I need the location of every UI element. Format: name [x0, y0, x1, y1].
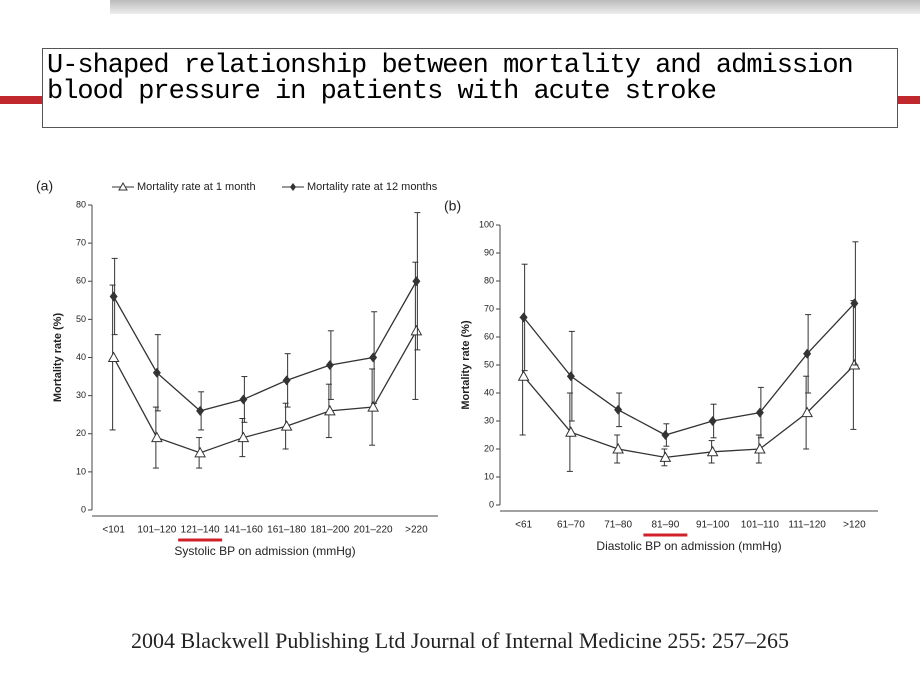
marker — [194, 446, 206, 458]
marker — [519, 312, 528, 323]
y-tick-label: 40 — [76, 352, 86, 362]
marker — [708, 416, 717, 426]
marker — [282, 375, 291, 386]
x-tick-label: 201–220 — [354, 525, 393, 536]
accent-line — [897, 96, 920, 104]
x-tick-label: 161–180 — [267, 525, 306, 536]
y-axis-label: Mortality rate (%) — [460, 320, 472, 410]
marker — [152, 367, 161, 378]
y-tick-label: 80 — [484, 275, 494, 285]
x-tick-label: 61–70 — [557, 520, 585, 531]
x-tick-label: 71–80 — [604, 520, 632, 531]
x-axis-label: Diastolic BP on admission (mmHg) — [596, 539, 781, 553]
marker — [754, 442, 766, 454]
panel-label: (a) — [36, 178, 53, 194]
marker — [325, 360, 334, 371]
x-tick-label: >220 — [405, 525, 428, 536]
x-tick-label: 181–200 — [310, 525, 349, 536]
x-tick-label: 101–110 — [741, 520, 780, 531]
x-axis-label: Systolic BP on admission (mmHg) — [174, 544, 355, 558]
y-tick-label: 30 — [76, 390, 86, 400]
x-tick-label: 91–100 — [696, 520, 730, 531]
legend-marker — [118, 181, 128, 191]
marker — [367, 401, 379, 412]
marker — [803, 348, 812, 359]
x-tick-label: <61 — [515, 520, 532, 531]
x-tick-label: <101 — [102, 525, 125, 536]
y-tick-label: 40 — [484, 387, 494, 397]
marker — [196, 405, 205, 416]
legend-marker — [290, 183, 296, 191]
marker — [706, 445, 719, 457]
marker — [324, 404, 336, 416]
marker — [661, 430, 670, 440]
marker — [410, 324, 423, 336]
x-tick-label: 81–90 — [651, 520, 679, 531]
legend-label: Mortality rate at 12 months — [307, 181, 438, 193]
series-line — [113, 280, 417, 412]
x-tick-label: 141–160 — [224, 525, 263, 536]
marker — [237, 431, 250, 443]
y-tick-label: 0 — [489, 499, 494, 509]
y-tick-label: 20 — [484, 443, 494, 453]
marker — [412, 276, 421, 287]
y-tick-label: 70 — [76, 238, 86, 248]
legend-label: Mortality rate at 1 month — [137, 181, 256, 193]
marker — [614, 404, 623, 415]
y-tick-label: 80 — [76, 199, 86, 209]
x-tick-label: >120 — [843, 520, 866, 531]
marker — [850, 298, 859, 309]
marker — [659, 451, 672, 462]
marker — [566, 371, 575, 382]
y-tick-label: 70 — [484, 303, 494, 313]
x-tick-label: 101–120 — [137, 525, 176, 536]
accent-line — [0, 96, 44, 104]
marker — [280, 420, 293, 431]
y-tick-label: 0 — [81, 504, 86, 514]
marker — [239, 394, 248, 405]
marker — [517, 370, 530, 381]
y-tick-label: 50 — [76, 314, 86, 324]
marker — [151, 431, 163, 443]
y-tick-label: 30 — [484, 415, 494, 425]
citation: 2004 Blackwell Publishing Ltd Journal of… — [130, 628, 790, 653]
y-tick-label: 90 — [484, 247, 494, 257]
y-tick-label: 100 — [479, 219, 494, 229]
slide-title: U-shaped relationship between mortality … — [42, 48, 898, 128]
panel-label: (b) — [444, 198, 461, 214]
marker — [107, 351, 120, 362]
series-line — [523, 302, 855, 436]
marker — [755, 407, 764, 418]
y-tick-label: 60 — [76, 276, 86, 286]
marker — [109, 291, 118, 302]
y-tick-label: 10 — [484, 471, 494, 481]
marker — [801, 406, 813, 418]
y-tick-label: 60 — [484, 331, 494, 341]
x-tick-label: 121–140 — [181, 525, 220, 536]
marker — [369, 352, 378, 363]
y-tick-label: 10 — [76, 466, 86, 476]
y-tick-label: 20 — [76, 428, 86, 438]
series-line — [523, 364, 855, 459]
y-tick-label: 50 — [484, 359, 494, 369]
series-line — [113, 330, 417, 454]
marker — [612, 442, 624, 454]
x-tick-label: 111–120 — [788, 520, 826, 531]
top-bar — [110, 0, 920, 14]
y-axis-label: Mortality rate (%) — [52, 313, 64, 403]
marker — [565, 426, 577, 437]
